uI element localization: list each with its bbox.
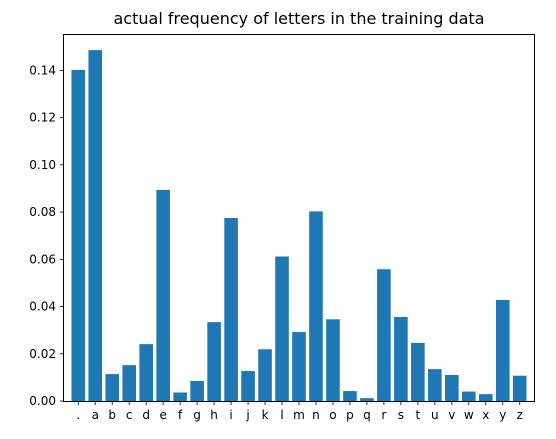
x-tick-label: y	[499, 408, 506, 422]
x-tick-label: l	[280, 408, 283, 422]
bar-b	[105, 374, 119, 401]
bar-v	[445, 375, 459, 401]
bar-s	[394, 317, 408, 401]
x-tick-label: h	[210, 408, 218, 422]
bar-n	[309, 211, 323, 401]
bar-h	[207, 322, 221, 401]
x-tick-label: c	[126, 408, 133, 422]
bar-x	[479, 394, 493, 401]
x-tick-label: a	[92, 408, 99, 422]
bar-k	[258, 349, 272, 401]
bar-a	[88, 50, 102, 401]
y-tick-label: 0.04	[29, 300, 56, 314]
x-tick-label: n	[312, 408, 320, 422]
bar-p	[343, 391, 357, 401]
x-tick-label: k	[262, 408, 269, 422]
y-tick-label: 0.00	[29, 394, 56, 408]
bar-i	[224, 218, 238, 401]
y-tick-label: 0.12	[29, 111, 56, 125]
x-tick-label: o	[329, 408, 336, 422]
bar-u	[428, 369, 442, 401]
x-tick-label: s	[398, 408, 404, 422]
bar-y	[496, 300, 510, 401]
y-tick-label: 0.02	[29, 347, 56, 361]
bar-g	[190, 381, 204, 401]
x-tick-label: .	[76, 408, 80, 422]
bar-w	[462, 392, 476, 401]
x-tick-label: i	[229, 408, 232, 422]
x-tick-label: u	[431, 408, 439, 422]
x-tick-label: b	[108, 408, 116, 422]
bar-c	[122, 365, 136, 401]
y-tick-label: 0.08	[29, 205, 56, 219]
bar-m	[292, 332, 306, 401]
x-tick-label: t	[415, 408, 420, 422]
bar-l	[275, 256, 289, 401]
y-tick-label: 0.10	[29, 158, 56, 172]
x-tick-label: d	[142, 408, 150, 422]
bar-q	[360, 398, 374, 401]
bar-j	[241, 371, 255, 401]
y-tick-label: 0.14	[29, 63, 56, 77]
bar-f	[173, 392, 187, 401]
bar-dot	[71, 70, 85, 401]
x-tick-label: j	[245, 408, 249, 422]
x-tick-label: x	[482, 408, 489, 422]
x-tick-label: p	[346, 408, 354, 422]
x-tick-label: w	[464, 408, 474, 422]
y-tick-label: 0.06	[29, 252, 56, 266]
bar-r	[377, 269, 391, 401]
x-tick-label: e	[159, 408, 166, 422]
bar-z	[513, 376, 527, 401]
x-tick-label: v	[448, 408, 455, 422]
x-tick-label: m	[293, 408, 305, 422]
bar-t	[411, 343, 425, 401]
bar-e	[156, 190, 170, 401]
x-tick-label: g	[193, 408, 201, 422]
x-tick-label: r	[381, 408, 386, 422]
x-tick-label: z	[517, 408, 523, 422]
bar-d	[139, 344, 153, 401]
chart-title: actual frequency of letters in the train…	[114, 9, 485, 28]
bar-o	[326, 319, 340, 401]
x-tick-label: q	[363, 408, 371, 422]
